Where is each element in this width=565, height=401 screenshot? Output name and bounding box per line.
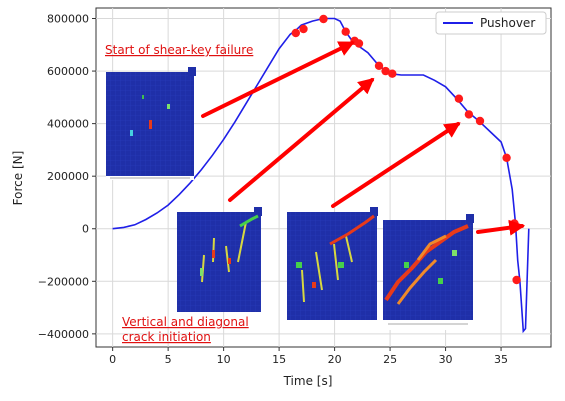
- data-point-marker: [381, 66, 390, 76]
- data-point-marker: [502, 153, 511, 162]
- x-axis-ticks: 0 5 10 15 20 25 30 35: [109, 347, 508, 366]
- series-layer: [112, 14, 530, 334]
- annotation-crack-line1: Vertical and diagonal: [122, 315, 249, 329]
- data-point-marker: [512, 275, 521, 285]
- annotation-arrows: [201, 41, 526, 236]
- y-tick-label: 400000: [47, 118, 89, 131]
- x-tick-label: 0: [109, 353, 116, 366]
- legend-label-pushover: Pushover: [480, 16, 535, 30]
- data-point-marker: [475, 116, 485, 126]
- y-axis-title: Force [N]: [11, 151, 25, 206]
- y-tick-label: 200000: [47, 170, 89, 183]
- arrow-2: [228, 77, 375, 202]
- data-point-marker: [388, 69, 397, 78]
- data-point-marker: [299, 24, 308, 34]
- contour-snapshot-2: [177, 207, 262, 312]
- x-tick-label: 25: [383, 353, 397, 366]
- x-tick-label: 5: [165, 353, 172, 366]
- y-axis-ticks: −400000 −200000 0 200000 400000 600000 800000: [38, 13, 96, 341]
- y-tick-label: −200000: [38, 275, 89, 288]
- x-axis-title: Time [s]: [283, 374, 333, 388]
- arrow-4: [476, 219, 526, 236]
- data-point-marker: [319, 14, 328, 24]
- annotation-shear-key: Start of shear-key failure: [105, 43, 253, 57]
- data-point-marker: [291, 28, 300, 38]
- data-point-marker: [354, 39, 364, 48]
- arrow-3: [331, 122, 461, 208]
- y-tick-label: 0: [82, 223, 89, 236]
- series-line-pushover: [112, 17, 530, 334]
- arrow-1: [201, 41, 355, 118]
- y-tick-label: 800000: [47, 13, 89, 26]
- contour-snapshot-4: [383, 214, 474, 330]
- data-point-marker: [454, 94, 464, 103]
- x-tick-label: 35: [494, 353, 508, 366]
- x-tick-label: 15: [272, 353, 286, 366]
- x-tick-label: 20: [328, 353, 342, 366]
- y-tick-label: 600000: [47, 65, 89, 78]
- annotation-crack-line2: crack initiation: [122, 330, 211, 344]
- contour-snapshot-1: [106, 67, 196, 180]
- data-point-marker: [464, 110, 474, 119]
- y-tick-label: −400000: [38, 328, 89, 341]
- data-point-marker: [374, 61, 384, 70]
- contour-snapshot-3: [287, 207, 378, 320]
- x-tick-label: 10: [217, 353, 231, 366]
- data-point-marker: [341, 27, 350, 36]
- x-tick-label: 30: [439, 353, 453, 366]
- legend: Pushover: [435, 11, 547, 35]
